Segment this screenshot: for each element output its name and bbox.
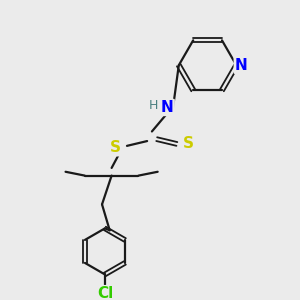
Text: N: N [161, 100, 174, 115]
Text: S: S [110, 140, 121, 155]
Text: N: N [235, 58, 247, 73]
Text: Cl: Cl [97, 286, 113, 300]
Text: S: S [183, 136, 194, 152]
Text: H: H [149, 99, 158, 112]
